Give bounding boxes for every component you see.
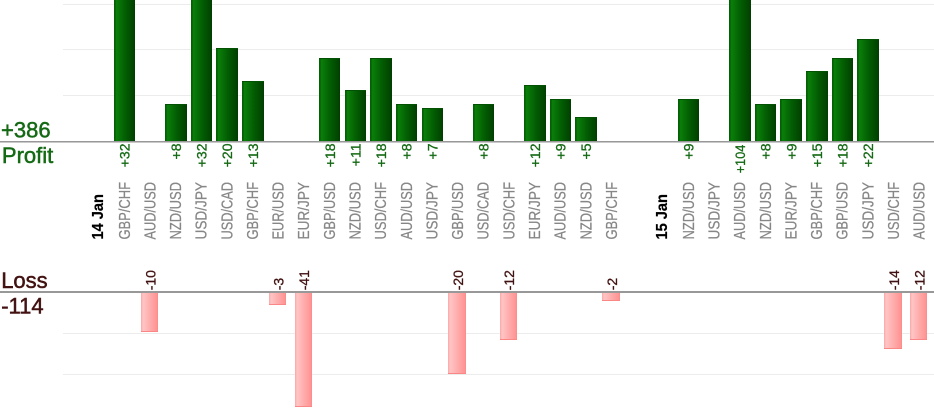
svg-text:-114: -114: [1, 294, 43, 319]
svg-text:AUD/USD: AUD/USD: [142, 182, 159, 240]
svg-text:USD/JPY: USD/JPY: [860, 182, 877, 240]
svg-text:+11: +11: [347, 143, 363, 166]
svg-text:NZD/USD: NZD/USD: [578, 182, 595, 240]
svg-text:NZD/USD: NZD/USD: [758, 182, 775, 240]
svg-text:+7: +7: [424, 143, 440, 159]
svg-text:GBP/USD: GBP/USD: [450, 182, 467, 239]
svg-text:+22: +22: [860, 143, 876, 167]
svg-text:+9: +9: [681, 143, 697, 159]
svg-text:+8: +8: [476, 143, 492, 159]
svg-text:Profit: Profit: [2, 143, 53, 168]
svg-text:-3: -3: [271, 278, 287, 291]
svg-text:EUR/JPY: EUR/JPY: [296, 182, 313, 240]
svg-text:+12: +12: [527, 143, 543, 167]
svg-text:USD/CAD: USD/CAD: [219, 182, 236, 239]
svg-text:+32: +32: [117, 143, 133, 167]
svg-text:+13: +13: [245, 143, 261, 167]
svg-text:AUD/USD: AUD/USD: [732, 182, 749, 240]
svg-text:EUR/USD: EUR/USD: [271, 182, 288, 240]
svg-text:+8: +8: [168, 143, 184, 159]
svg-text:+104: +104: [732, 145, 748, 174]
svg-text:-14: -14: [886, 270, 902, 290]
svg-text:+5: +5: [578, 143, 594, 159]
svg-text:USD/JPY: USD/JPY: [424, 182, 441, 240]
svg-text:+15: +15: [809, 143, 825, 167]
svg-text:GBP/CHF: GBP/CHF: [809, 182, 826, 240]
svg-text:NZD/USD: NZD/USD: [681, 182, 698, 240]
svg-text:14 Jan: 14 Jan: [90, 194, 107, 240]
svg-text:-12: -12: [912, 270, 928, 290]
svg-text:NZD/USD: NZD/USD: [168, 182, 185, 240]
svg-text:+32: +32: [194, 143, 210, 167]
svg-text:-12: -12: [501, 270, 517, 290]
svg-text:+386: +386: [1, 118, 51, 143]
svg-text:+8: +8: [399, 143, 415, 159]
svg-text:-20: -20: [450, 270, 466, 290]
svg-text:-10: -10: [142, 270, 158, 290]
svg-text:USD/CHF: USD/CHF: [501, 182, 518, 240]
svg-text:GBP/USD: GBP/USD: [835, 182, 852, 240]
svg-text:USD/JPY: USD/JPY: [194, 182, 211, 239]
svg-text:AUD/USD: AUD/USD: [912, 182, 929, 240]
svg-text:+20: +20: [219, 143, 235, 167]
svg-text:-2: -2: [604, 278, 620, 291]
svg-text:AUD/USD: AUD/USD: [399, 182, 416, 240]
svg-text:EUR/JPY: EUR/JPY: [783, 182, 800, 240]
svg-text:+18: +18: [322, 143, 338, 167]
svg-text:USD/CAD: USD/CAD: [476, 182, 493, 240]
svg-text:GBP/CHF: GBP/CHF: [604, 182, 621, 240]
svg-text:-41: -41: [296, 270, 312, 290]
svg-text:GBP/CHF: GBP/CHF: [245, 182, 262, 240]
svg-text:USD/CHF: USD/CHF: [886, 182, 903, 240]
svg-text:AUD/USD: AUD/USD: [553, 182, 570, 240]
svg-text:EUR/JPY: EUR/JPY: [527, 182, 544, 240]
svg-text:GBP/CHF: GBP/CHF: [117, 182, 134, 240]
svg-text:NZD/USD: NZD/USD: [348, 182, 365, 240]
svg-text:+8: +8: [758, 143, 774, 159]
svg-text:+9: +9: [783, 143, 799, 159]
svg-text:GBP/USD: GBP/USD: [322, 182, 339, 240]
svg-text:USD/JPY: USD/JPY: [707, 182, 724, 240]
svg-text:15 Jan: 15 Jan: [654, 194, 671, 240]
svg-text:USD/CHF: USD/CHF: [373, 182, 390, 240]
svg-text:+18: +18: [373, 143, 389, 167]
svg-text:+9: +9: [553, 143, 569, 159]
svg-text:Loss: Loss: [1, 268, 47, 293]
svg-text:+18: +18: [835, 143, 851, 167]
